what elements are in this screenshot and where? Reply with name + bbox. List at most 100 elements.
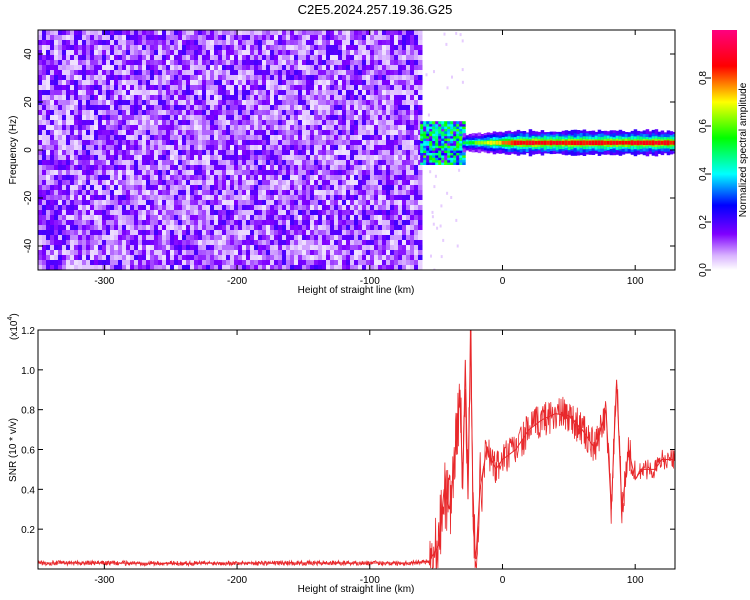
heatmap-cell: [420, 123, 424, 127]
heatmap-cell: [194, 210, 199, 216]
heatmap-cell: [362, 140, 367, 146]
heatmap-cell: [118, 70, 123, 76]
heatmap-cell: [250, 70, 255, 76]
heatmap-cell: [50, 60, 55, 66]
heatmap-cell: [226, 225, 231, 231]
heatmap-cell: [38, 240, 43, 246]
heatmap-cell: [394, 190, 399, 196]
heatmap-cell: [82, 230, 87, 236]
heatmap-cell: [210, 65, 215, 71]
heatmap-cell: [154, 55, 159, 61]
heatmap-cell: [214, 195, 219, 201]
heatmap-cell: [218, 165, 223, 171]
heatmap-cell: [50, 150, 55, 156]
heatmap-cell: [386, 50, 391, 56]
heatmap-cell: [126, 250, 131, 256]
heatmap-cell: [326, 225, 331, 231]
heatmap-cell: [394, 165, 399, 171]
heatmap-cell: [406, 245, 411, 251]
heatmap-cell: [378, 145, 383, 151]
heatmap-cell: [38, 260, 43, 266]
heatmap-cell: [202, 90, 207, 96]
heatmap-cell: [238, 120, 243, 126]
heatmap-cell: [222, 265, 227, 270]
heatmap-cell: [110, 75, 115, 81]
heatmap-cell: [414, 205, 419, 211]
heatmap-cell: [82, 115, 87, 121]
heatmap-cell: [214, 220, 219, 226]
heatmap-cell: [206, 205, 211, 211]
heatmap-cell: [326, 135, 331, 141]
heatmap-cell: [382, 155, 387, 161]
heatmap-cell: [226, 80, 231, 86]
heatmap-cell: [138, 115, 143, 121]
heatmap-cell: [282, 125, 287, 131]
heatmap-cell: [262, 50, 267, 56]
heatmap-cell: [198, 90, 203, 96]
heatmap-cell: [354, 70, 359, 76]
heatmap-cell: [174, 165, 179, 171]
heatmap-cell: [330, 215, 335, 221]
heatmap-cell: [258, 255, 263, 261]
heatmap-cell: [314, 150, 319, 156]
heatmap-cell: [330, 145, 335, 151]
heatmap-cell: [282, 30, 287, 36]
heatmap-cell: [453, 159, 457, 163]
heatmap-cell: [262, 120, 267, 126]
heatmap-cell: [206, 180, 211, 186]
heatmap-cell: [90, 60, 95, 66]
heatmap-cell: [334, 70, 339, 76]
heatmap-cell: [194, 220, 199, 226]
heatmap-cell: [370, 95, 375, 101]
heatmap-cell: [218, 85, 223, 91]
heatmap-cell: [98, 105, 103, 111]
heatmap-cell: [178, 55, 183, 61]
heatmap-cell: [342, 195, 347, 201]
heatmap-cell: [78, 260, 83, 266]
heatmap-cell: [398, 245, 403, 251]
heatmap-cell: [198, 195, 203, 201]
heatmap-cell: [70, 230, 75, 236]
heatmap-cell: [158, 145, 163, 151]
heatmap-cell: [110, 215, 115, 221]
heatmap-cell: [218, 170, 223, 176]
heatmap-cell: [106, 215, 111, 221]
heatmap-cell: [456, 162, 460, 165]
heatmap-cell: [242, 100, 247, 106]
heatmap-cell: [266, 165, 271, 171]
heatmap-cell: [194, 215, 199, 221]
heatmap-cell: [38, 95, 43, 101]
heatmap-cell: [410, 125, 415, 131]
heatmap-cell: [222, 65, 227, 71]
heatmap-cell: [441, 128, 445, 132]
heatmap-cell: [262, 100, 267, 106]
heatmap-cell: [186, 150, 191, 156]
heatmap-cell: [406, 250, 411, 256]
heatmap-cell: [420, 162, 424, 165]
heatmap-cell: [134, 40, 139, 46]
heatmap-cell: [362, 110, 367, 116]
heatmap-cell: [398, 150, 403, 156]
heatmap-cell: [238, 265, 243, 270]
heatmap-cell: [298, 70, 303, 76]
heatmap-cell: [130, 60, 135, 66]
heatmap-cell: [102, 190, 107, 196]
heatmap-cell: [461, 39, 464, 43]
heatmap-cell: [174, 100, 179, 106]
heatmap-cell: [158, 220, 163, 226]
heatmap-cell: [194, 200, 199, 206]
heatmap-cell: [110, 90, 115, 96]
heatmap-cell: [318, 225, 323, 231]
heatmap-cell: [258, 180, 263, 186]
heatmap-cell: [310, 75, 315, 81]
heatmap-cell: [230, 240, 235, 246]
heatmap-cell: [394, 215, 399, 221]
heatmap-cell: [378, 60, 383, 66]
heatmap-cell: [78, 55, 83, 61]
heatmap-cell: [222, 150, 227, 156]
heatmap-cell: [298, 205, 303, 211]
heatmap-cell: [78, 60, 83, 66]
heatmap-cell: [234, 50, 239, 56]
heatmap-cell: [118, 265, 123, 270]
heatmap-cell: [42, 260, 47, 266]
